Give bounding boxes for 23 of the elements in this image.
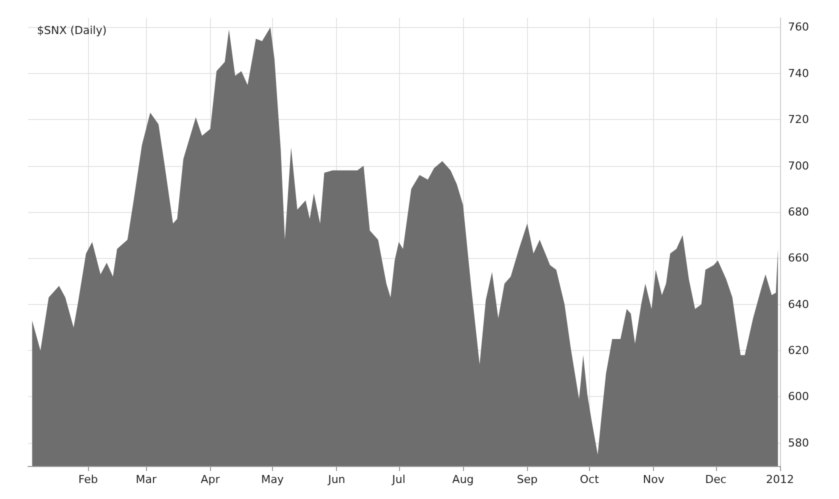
y-tick-label: 580 — [788, 436, 809, 450]
x-tick-label: Aug — [452, 473, 474, 486]
y-tick-label: 640 — [788, 298, 809, 311]
x-tick-label: 2012 — [766, 473, 794, 486]
x-tick-label: Jul — [391, 473, 406, 486]
x-tick-label: Apr — [200, 473, 220, 486]
y-tick-label: 700 — [788, 159, 809, 172]
text: $SNX (Daily) — [37, 24, 107, 37]
y-tick-label: 740 — [788, 66, 809, 80]
x-tick-label: Jun — [327, 473, 346, 486]
x-tick-label: Dec — [705, 473, 726, 486]
y-tick-label: 620 — [788, 344, 809, 358]
x-tick-label: Feb — [78, 473, 98, 486]
y-tick-label: 600 — [788, 390, 809, 404]
x-tick-label: May — [261, 473, 284, 486]
x-tick-label: Nov — [642, 473, 665, 486]
x-tick-label: Mar — [136, 473, 157, 486]
y-tick-label: 720 — [788, 113, 809, 126]
y-tick-label: 660 — [788, 252, 809, 265]
y-tick-label: 680 — [788, 205, 809, 218]
x-tick-label: Oct — [580, 473, 600, 486]
x-tick-label: Sep — [516, 473, 538, 486]
y-tick-label: 760 — [788, 20, 809, 34]
